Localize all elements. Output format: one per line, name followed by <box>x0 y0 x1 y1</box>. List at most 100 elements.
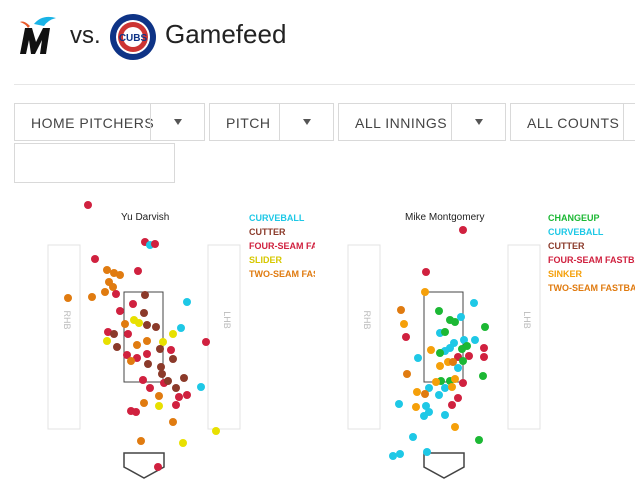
pitch-dot <box>129 300 137 308</box>
legend-item: CUTTER <box>249 227 286 237</box>
chevron-down-icon[interactable] <box>174 119 182 125</box>
game-header: vs. CUBS Gamefeed <box>0 0 635 80</box>
pitch-dot <box>113 343 121 351</box>
pitch-dot <box>169 418 177 426</box>
strike-zone-plot: RHB LHB <box>347 226 541 479</box>
pitch-dot <box>457 313 465 321</box>
secondary-filter-box[interactable] <box>14 143 175 183</box>
pitch-dot <box>436 362 444 370</box>
pitch-dot <box>480 344 488 352</box>
pitch-dot <box>172 401 180 409</box>
pitch-dot <box>396 450 404 458</box>
pitch-dot <box>441 384 449 392</box>
pitch-dot <box>137 437 145 445</box>
pitch-dot <box>91 255 99 263</box>
legend-item: TWO-SEAM FASTBALL <box>249 269 315 279</box>
pitch-dot <box>414 354 422 362</box>
pitch-dot <box>403 370 411 378</box>
pitch-dot <box>422 268 430 276</box>
legend-item: CUTTER <box>548 241 585 251</box>
pitch-dot <box>465 352 473 360</box>
legend-item: FOUR-SEAM FASTBALL <box>548 255 635 265</box>
innings-label: ALL INNINGS <box>355 115 448 131</box>
pitch-dot <box>88 293 96 301</box>
dropdown-separator <box>623 104 624 140</box>
pitch-dot <box>134 267 142 275</box>
pitch-dot <box>127 357 135 365</box>
pitch-dot <box>400 320 408 328</box>
pitch-dot <box>412 403 420 411</box>
home-plate <box>423 452 465 479</box>
innings-dropdown[interactable]: ALL INNINGS <box>338 103 506 141</box>
pitch-dot <box>448 401 456 409</box>
pitch-dot <box>435 391 443 399</box>
pitch-dot <box>441 328 449 336</box>
pitch-dot <box>133 354 141 362</box>
pitch-dot <box>144 360 152 368</box>
pitch-dot <box>409 433 417 441</box>
pitch-dot <box>481 323 489 331</box>
rhb-label: RHB <box>362 310 372 329</box>
pitch-dot <box>109 283 117 291</box>
pitch-dot <box>180 374 188 382</box>
pitch-dot <box>454 394 462 402</box>
pitch-dot <box>116 307 124 315</box>
pitch-dot <box>132 408 140 416</box>
pitch-dot <box>169 355 177 363</box>
pitch-dot <box>152 323 160 331</box>
rhb-box <box>347 244 381 430</box>
pitch-dropdown[interactable]: PITCH <box>209 103 334 141</box>
pitch-dot <box>451 375 459 383</box>
chevron-down-icon[interactable] <box>303 119 311 125</box>
pitch-dot <box>421 288 429 296</box>
home-pitchers-label: HOME PITCHERS <box>31 115 155 131</box>
pitch-dot <box>427 346 435 354</box>
counts-dropdown[interactable]: ALL COUNTS <box>510 103 635 141</box>
pitch-dot <box>172 384 180 392</box>
pitch-dot <box>140 309 148 317</box>
pitch-zone-panel-montgomery: Mike Montgomery CHANGEUP CURVEBALL CUTTE… <box>300 195 635 495</box>
pitch-dot <box>140 399 148 407</box>
pitch-dot <box>459 226 467 234</box>
pitch-dot <box>164 377 172 385</box>
pitch-dot <box>135 319 143 327</box>
pitch-dot <box>155 402 163 410</box>
lhb-label: LHB <box>522 311 532 329</box>
pitch-dot <box>169 330 177 338</box>
pitch-dot <box>470 299 478 307</box>
pitch-dot <box>441 411 449 419</box>
pitch-dot <box>154 463 162 471</box>
pitch-dot <box>183 391 191 399</box>
pitch-dot <box>402 333 410 341</box>
home-plate <box>123 452 165 479</box>
vs-label: vs. <box>70 22 101 49</box>
pitch-dots <box>389 226 489 460</box>
pitch-dot <box>155 392 163 400</box>
legend-item: CHANGEUP <box>548 213 600 223</box>
chevron-down-icon[interactable] <box>475 119 483 125</box>
pitch-dot <box>458 345 466 353</box>
pitch-label: PITCH <box>226 115 271 131</box>
pitch-dots <box>64 201 220 471</box>
pitch-dot <box>435 307 443 315</box>
dropdown-separator <box>279 104 280 140</box>
pitch-dot <box>460 336 468 344</box>
legend-item: TWO-SEAM FASTBALL <box>548 283 635 293</box>
pitch-dot <box>480 353 488 361</box>
lhb-box <box>507 244 541 430</box>
legend-item: SINKER <box>548 269 583 279</box>
pitch-dot <box>143 350 151 358</box>
marlins-logo-icon <box>20 16 56 54</box>
pitch-dot <box>167 346 175 354</box>
cubs-logo-icon: CUBS <box>110 14 156 60</box>
pitch-dot <box>112 290 120 298</box>
pitch-dot <box>84 201 92 209</box>
pitcher-name: Yu Darvish <box>121 212 170 223</box>
pitch-dot <box>451 318 459 326</box>
pitch-dot <box>421 390 429 398</box>
pitch-dot <box>133 341 141 349</box>
pitch-dot <box>212 427 220 435</box>
pitch-dot <box>395 400 403 408</box>
home-pitchers-dropdown[interactable]: HOME PITCHERS <box>14 103 205 141</box>
lhb-box <box>207 244 241 430</box>
